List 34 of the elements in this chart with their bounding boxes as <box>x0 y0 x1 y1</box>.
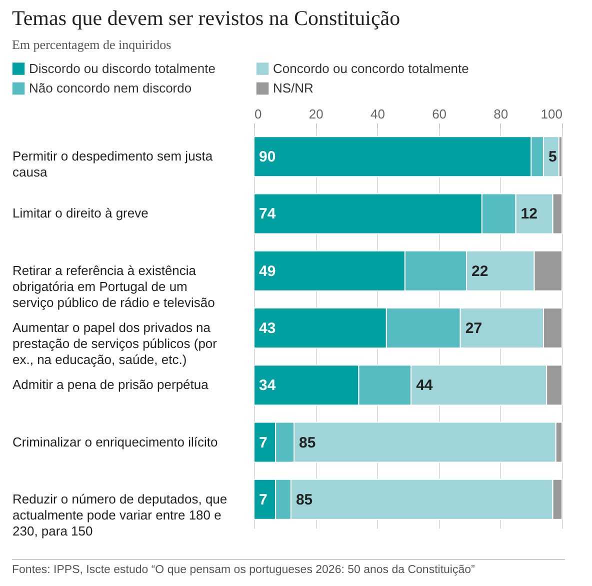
data-label: 49 <box>259 262 276 280</box>
legend-label: Discordo ou discordo totalmente <box>29 60 216 76</box>
data-label: 90 <box>259 148 276 166</box>
y-tick-label: Aumentar o papel dos privados na prestação de serviços públicos (por ex., na educação, saúde, etc.) <box>12 320 218 367</box>
data-label: 34 <box>259 377 276 394</box>
x-tick-label: 40 <box>370 106 385 122</box>
x-tick-label: 100 <box>540 106 562 122</box>
y-tick-label: Reduzir o número de deputados, que actualmente pode variar entre 180 e 230, para 150 <box>12 491 228 538</box>
data-label: 5 <box>548 148 557 166</box>
x-tick-label: 0 <box>254 106 262 122</box>
text: Fontes: IPPS, Iscte estudo “O que pensam os portugueses 2026: 50 anos da Constituição” <box>12 564 475 576</box>
chart-title: Temas que devem ser revistos na Constituição <box>12 6 400 31</box>
y-tick-label: Criminalizar o enriquecimento ilícito <box>12 434 218 450</box>
data-label: 12 <box>520 206 538 223</box>
y-tick-label: Retirar a referência à existência obrigatória em Portugal de um serviço público de rádio e televisão <box>12 262 215 310</box>
x-tick-label: 60 <box>432 106 447 122</box>
data-label: 7 <box>259 434 268 452</box>
y-tick-label: Limitar o direito à greve <box>12 206 148 221</box>
x-tick-label: 80 <box>494 106 508 122</box>
data-label: 85 <box>296 491 313 508</box>
data-label: 43 <box>259 320 276 337</box>
data-label: 22 <box>472 262 488 280</box>
y-tick-label: Permitir o despedimento sem justa causa <box>12 148 214 180</box>
data-label: 44 <box>416 377 434 394</box>
legend-label: Concordo ou concordo totalmente <box>273 60 469 76</box>
legend-label: NS/NR <box>273 80 314 96</box>
x-tick-label: 20 <box>308 106 324 122</box>
data-label: 27 <box>465 320 482 337</box>
y-tick-label: Admitir a pena de prisão perpétua <box>12 377 210 392</box>
data-label: 74 <box>259 206 276 223</box>
data-label: 85 <box>299 434 316 452</box>
text: Em percentagem de inquiridos <box>12 37 172 53</box>
data-label: 7 <box>259 491 268 508</box>
legend-label: Não concordo nem discordo <box>29 80 192 96</box>
